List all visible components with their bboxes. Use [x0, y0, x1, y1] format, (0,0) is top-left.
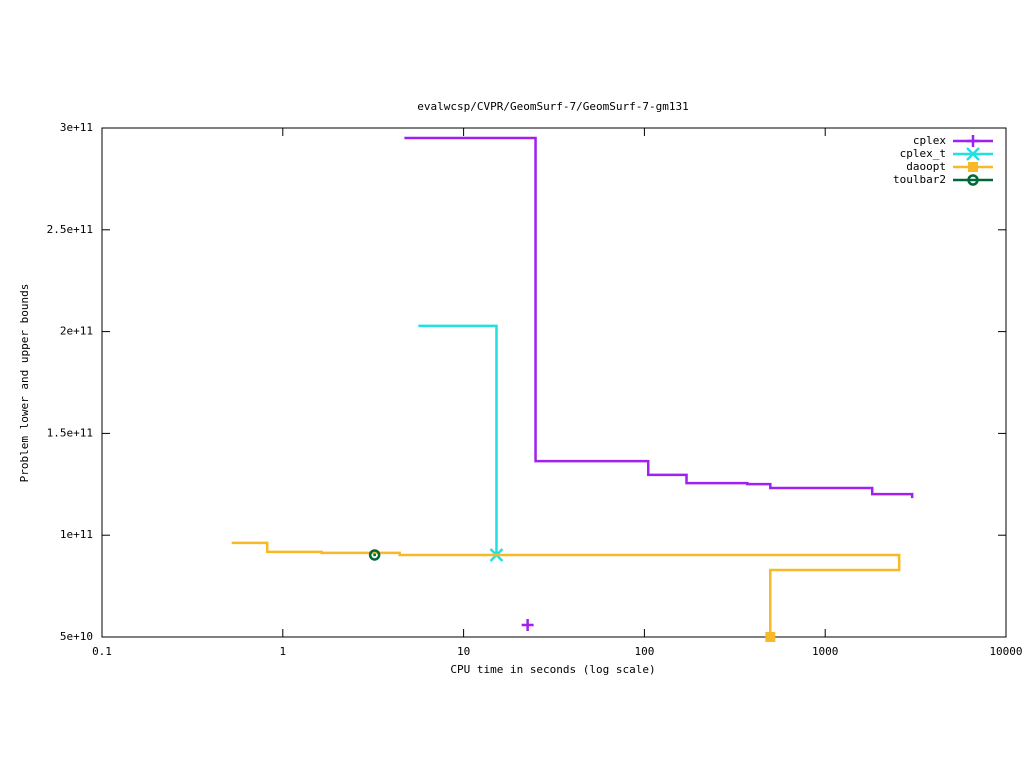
- plot-frame: [101, 127, 1007, 638]
- legend-label: daoopt: [906, 160, 946, 173]
- y-tick-label: 1.5e+11: [47, 426, 93, 439]
- y-tick-label: 2e+11: [60, 325, 93, 338]
- y-axis-label: Problem lower and upper bounds: [18, 284, 31, 483]
- y-tick-label: 2.5e+11: [47, 223, 93, 236]
- x-tick-label: 100: [634, 645, 654, 658]
- legend-label: toulbar2: [893, 173, 946, 186]
- x-tick-label: 0.1: [92, 645, 112, 658]
- legend-label: cplex_t: [900, 147, 946, 160]
- x-tick-label: 10: [457, 645, 470, 658]
- legend-marker: [968, 162, 978, 172]
- series-line: [404, 136, 914, 627]
- x-tick-label: 1000: [812, 645, 839, 658]
- x-tick-label: 10000: [989, 645, 1022, 658]
- legend-marker: [967, 135, 979, 147]
- y-tick-label: 1e+11: [60, 528, 93, 541]
- x-tick-label: 1: [279, 645, 286, 658]
- y-tick-label: 3e+11: [60, 121, 93, 134]
- chart-title: evalwcsp/CVPR/GeomSurf-7/GeomSurf-7-gm13…: [417, 100, 689, 113]
- marker: [521, 618, 534, 631]
- y-tick-label: 5e+10: [60, 630, 93, 643]
- legend-label: cplex: [913, 134, 946, 147]
- marker-part: [765, 632, 776, 642]
- marker-part: [966, 147, 980, 161]
- marker: [765, 632, 776, 642]
- series-line: [231, 541, 901, 639]
- legend-marker: [967, 174, 979, 186]
- marker-part: [967, 174, 979, 186]
- marker-part: [968, 162, 978, 172]
- x-axis-label: CPU time in seconds (log scale): [450, 663, 655, 676]
- marker-part: [368, 549, 381, 561]
- marker: [368, 549, 381, 561]
- legend-marker: [966, 147, 980, 161]
- series-line: [418, 324, 498, 557]
